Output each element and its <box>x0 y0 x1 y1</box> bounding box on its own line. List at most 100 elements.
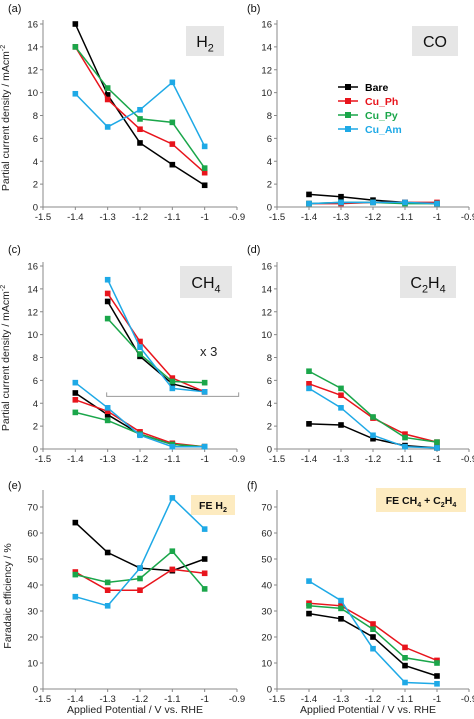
series-line-bare <box>74 23 206 186</box>
y-tick-label: 14 <box>27 42 38 53</box>
panel-b: (b) 0 2 4 6 8 10 12 14 16 -1.5 -1.4 -1.3 -1.2 -1.1 -1 -0… <box>247 3 474 223</box>
panel-label-part: FE H <box>199 500 223 512</box>
series-point-cu_am <box>169 79 176 86</box>
x-tick-label: -1 <box>433 454 441 465</box>
panel-c: (c) 0 2 4 6 8 10 12 14 16 -1.5 -1.4 -1.3 -1.2 -1.1 -1 -0… <box>8 244 245 465</box>
series-point-cu_am <box>72 379 79 386</box>
series-point-cu_py <box>169 548 176 554</box>
x-tick-label: -1.3 <box>333 212 349 223</box>
y-tick-label: 6 <box>267 376 272 387</box>
y-tick-label: 50 <box>27 555 38 566</box>
series-point-cu_ph <box>402 644 408 651</box>
series-point-cu_py <box>434 439 440 445</box>
series-point-cu_am <box>137 106 143 113</box>
y-tick-label: 10 <box>27 88 38 99</box>
y-tick-label: 12 <box>27 65 38 76</box>
series-point-cu_py <box>338 385 344 392</box>
y-tick-label: 14 <box>261 284 272 295</box>
series-point-bare <box>104 411 111 418</box>
series-point-cu_py <box>104 417 111 424</box>
series-point-bare <box>338 422 344 428</box>
x-tick-label: -1.1 <box>164 212 180 223</box>
series-point-cu_py <box>402 434 408 441</box>
x-tick-label: -1.5 <box>269 454 285 465</box>
legend-marker-bare <box>345 84 351 90</box>
y-tick-label: 60 <box>27 529 38 540</box>
y-axis-label-top: Partial current density / mAcm-2 <box>0 45 12 191</box>
y-tick-label: 50 <box>261 555 272 566</box>
legend-entry-cu_am: Cu_Am <box>365 124 402 136</box>
legend-entry-bare: Bare <box>365 82 389 94</box>
scaled-series-point-cu_ph <box>104 290 111 297</box>
x-axis-label-right: Applied Potential / V vs. RHE <box>300 704 436 716</box>
x-tick-label: -1.1 <box>397 694 413 705</box>
panel-label-part: C <box>410 275 422 292</box>
series-point-cu_am <box>104 124 111 130</box>
series-point-bare <box>72 21 79 27</box>
x-tick-label: -1.4 <box>67 212 83 223</box>
panel-label-box <box>400 266 456 298</box>
x-tick-label: -1 <box>200 694 208 705</box>
series-point-cu_ph <box>201 169 208 176</box>
scaled-series-point-cu_am <box>201 389 208 395</box>
y-axis-label-mid: Partial current density / mAcm-2 <box>0 285 12 431</box>
series-point-cu_ph <box>338 392 344 399</box>
series-line-cu_py <box>308 370 438 443</box>
legend: Bare Cu_Ph Cu_Py Cu_Am <box>338 82 402 136</box>
series-line-cu_am <box>308 580 438 685</box>
scaled-series-point-cu_py <box>201 379 208 386</box>
x-tick-label: -1.3 <box>99 694 115 705</box>
y-tick-label: 2 <box>33 180 38 191</box>
x-tick-label: -1.4 <box>301 212 317 223</box>
panel-label-subscript: 2 <box>223 506 227 514</box>
series-point-cu_ph <box>169 141 176 147</box>
panel-f: (f) 0 10 20 30 40 50 60 70 -1.5 -1.4 -1.3 -1.2 -1.1 -1… <box>247 480 474 705</box>
series-point-cu_am <box>434 681 440 687</box>
panel-label-part: + C <box>421 495 441 507</box>
y-tick-label: 70 <box>261 503 272 514</box>
series-point-bare <box>370 435 376 442</box>
series-point-cu_ph <box>370 621 376 627</box>
series-point-cu_py <box>201 165 208 171</box>
y-tick-label: 6 <box>267 134 272 145</box>
series-point-cu_ph <box>104 587 111 593</box>
scaled-series-point-cu_am <box>137 344 143 351</box>
y-tick-label: 4 <box>267 157 272 168</box>
scaled-series-point-cu_ph <box>137 338 143 345</box>
panel-letter: (c) <box>8 244 21 256</box>
x-tick-label: -1.2 <box>365 212 381 223</box>
panel-label-subscript: 2 <box>422 284 428 296</box>
x-tick-label: -1.1 <box>397 454 413 465</box>
series-point-cu_ph <box>137 587 143 593</box>
panel-label-subscript: 2 <box>208 43 214 55</box>
series-line-cu_ph <box>75 399 205 448</box>
panel-label-box <box>191 495 235 515</box>
y-tick-label: 10 <box>27 659 38 670</box>
y-tick-label: 20 <box>261 633 272 644</box>
series-point-cu_py <box>402 655 408 661</box>
panel-letter: (d) <box>247 244 260 256</box>
panel-letter: (b) <box>247 3 260 15</box>
series-point-cu_ph <box>104 96 111 103</box>
x-tick-label: -1.5 <box>35 694 51 705</box>
series-point-cu_am <box>402 443 408 450</box>
series-point-bare <box>169 161 176 168</box>
series-point-cu_py <box>306 603 312 609</box>
x-tick-label: -1.1 <box>397 212 413 223</box>
y-tick-label: 30 <box>261 607 272 618</box>
y-tick-label: 12 <box>27 307 38 318</box>
x-tick-label: -1 <box>200 212 208 223</box>
series-point-cu_ph <box>306 381 312 387</box>
scale-bracket <box>106 392 240 397</box>
scaled-series-line-cu_am <box>106 279 205 393</box>
x-tick-label: -0.9 <box>229 212 245 223</box>
series-point-cu_am <box>338 405 344 411</box>
y-tick-label: 4 <box>33 157 38 168</box>
series-point-cu_py <box>306 368 312 375</box>
series-point-cu_am <box>306 385 312 392</box>
legend-marker-cu_ph <box>345 98 351 104</box>
y-tick-label: 16 <box>27 20 38 31</box>
series-point-cu_am <box>104 405 111 411</box>
legend-entry-cu_py: Cu_Py <box>365 110 398 122</box>
